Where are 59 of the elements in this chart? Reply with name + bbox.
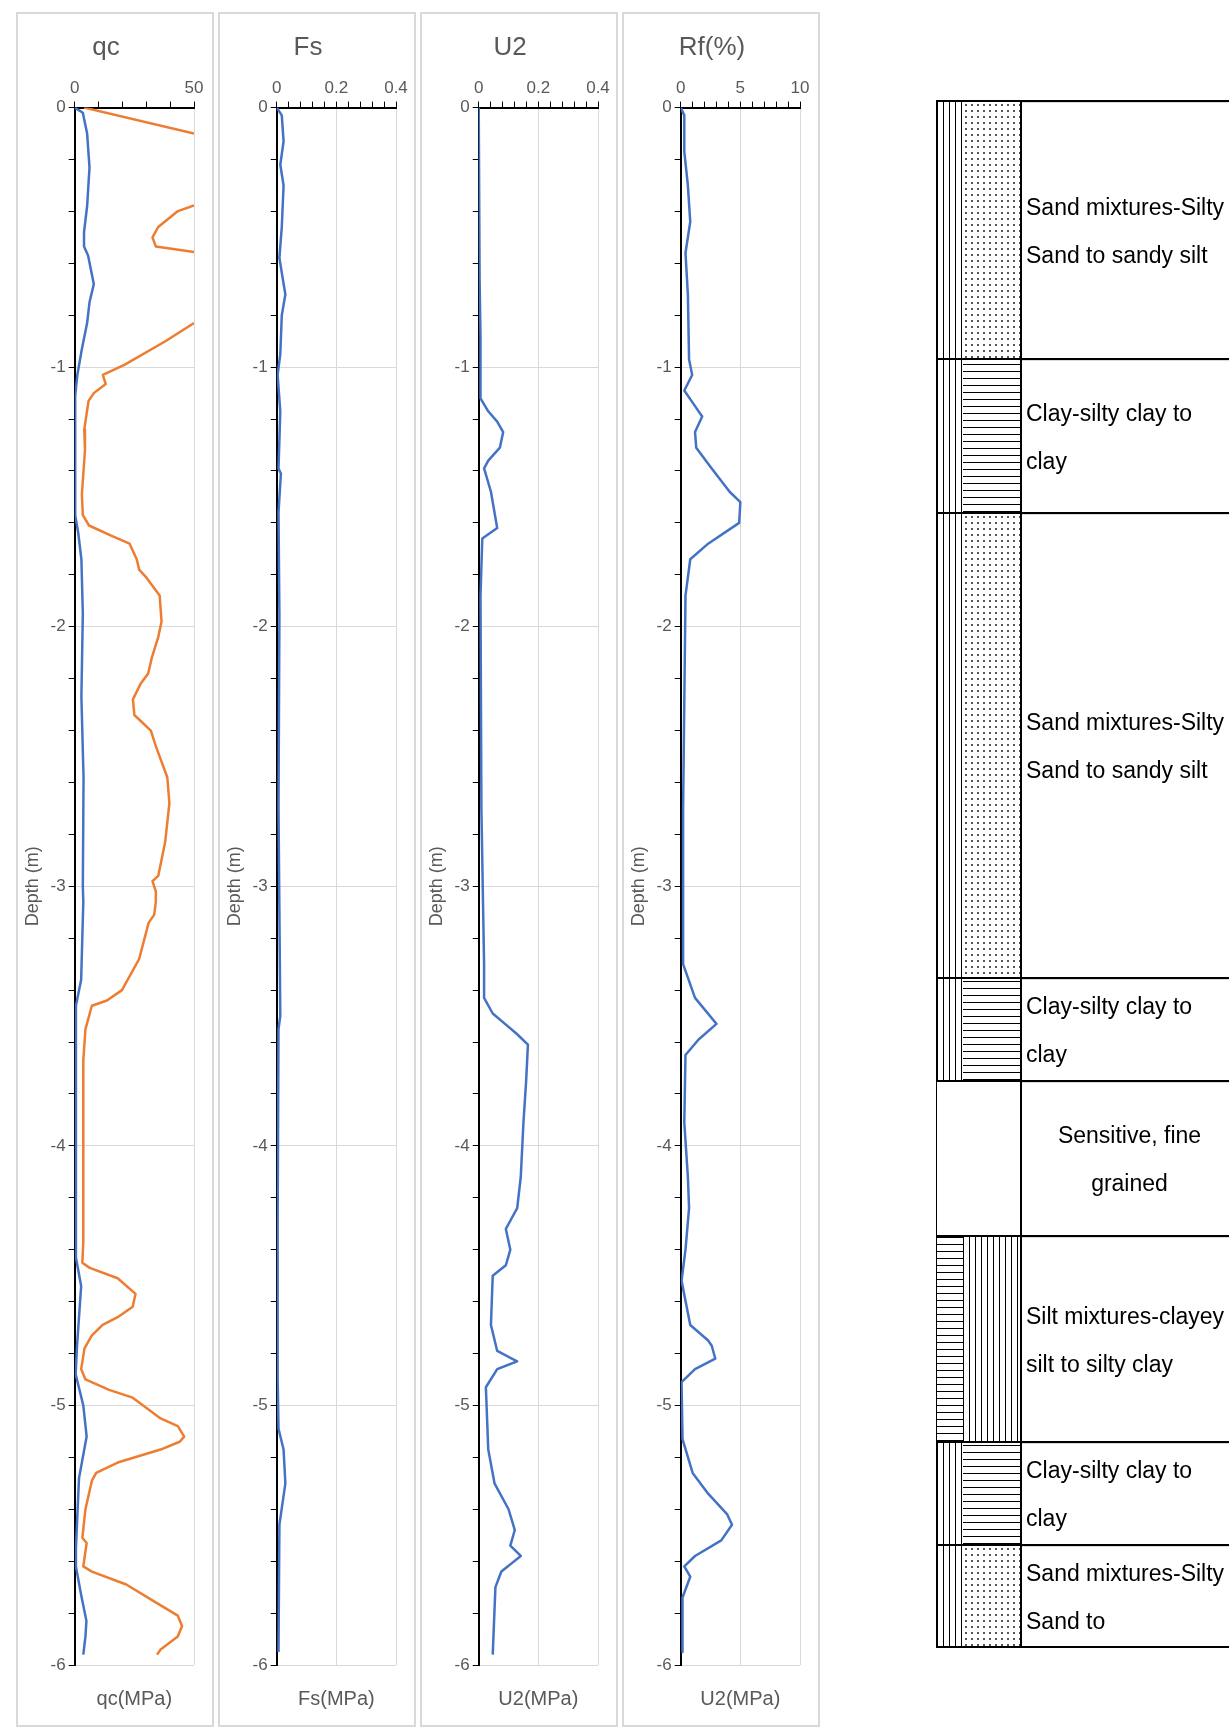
y-tick-label: -4 [656, 1135, 672, 1155]
y-tick-label: -5 [50, 1395, 66, 1415]
chart-title: U2 [493, 30, 527, 61]
x-tick-label: 0.4 [586, 78, 610, 98]
text: Sand mixtures-Silty Sand to [1026, 1558, 1226, 1636]
y-tick-label: -3 [454, 875, 470, 895]
y-tick-label: -2 [252, 616, 268, 636]
chart-title: qc [92, 30, 120, 61]
y-tick-label: -1 [656, 356, 672, 376]
y-axis-title: Depth (m) [223, 846, 244, 927]
y-tick-label: 0 [460, 97, 470, 117]
y-tick-label: -5 [454, 1395, 470, 1415]
y-tick-label: -1 [50, 356, 66, 376]
text: Sand mixtures-Silty Sand to sandy silt [1026, 708, 1226, 785]
y-tick-label: 0 [56, 97, 66, 117]
x-tick-label: 0 [271, 78, 282, 98]
y-tick-label: -6 [50, 1654, 66, 1674]
y-tick-label: 0 [258, 97, 268, 117]
chart-title: Rf(%) [678, 30, 746, 61]
x-tick-label: 5 [735, 78, 746, 98]
y-tick-label: -1 [454, 356, 470, 376]
y-tick-label: 0 [662, 97, 672, 117]
text: Sand mixtures-Silty Sand to sandy silt [1026, 192, 1226, 270]
y-tick-label: -3 [50, 875, 66, 895]
y-axis-title: Depth (m) [21, 846, 42, 927]
y-tick-label: -6 [656, 1654, 672, 1674]
x-tick-label: 50 [184, 78, 204, 98]
chart-title: Fs [293, 30, 323, 61]
x-tick-label: 0 [473, 78, 484, 98]
y-tick-label: -5 [252, 1395, 268, 1415]
y-axis-title: Depth (m) [627, 846, 648, 927]
x-tick-label: 0.2 [526, 78, 551, 98]
y-tick-label: -2 [50, 616, 66, 636]
x-tick-label: 0 [69, 78, 80, 98]
y-tick-label: -3 [252, 875, 268, 895]
y-tick-label: -4 [50, 1135, 66, 1155]
x-axis-title: U2(MPa) [700, 1686, 781, 1709]
y-tick-label: -6 [252, 1654, 268, 1674]
x-tick-label: 0.4 [384, 78, 408, 98]
x-axis-title: Fs(MPa) [298, 1686, 375, 1709]
x-tick-label: 0 [675, 78, 686, 98]
text: Clay-silty clay to clay [1026, 398, 1194, 476]
y-tick-label: -3 [656, 875, 672, 895]
text: Sensitive, fine grained [1056, 1121, 1203, 1198]
text: Silt mixtures-clayey silt to silty clay [1026, 1301, 1226, 1379]
y-tick-label: -6 [454, 1654, 470, 1674]
x-tick-label: 0.2 [324, 78, 349, 98]
y-tick-label: -2 [656, 616, 672, 636]
x-axis-title: qc(MPa) [96, 1686, 173, 1709]
x-tick-label: 10 [790, 78, 810, 98]
text: Clay-silty clay to clay [1026, 1456, 1194, 1533]
y-tick-label: -4 [454, 1135, 470, 1155]
y-tick-label: -1 [252, 356, 268, 376]
y-tick-label: -2 [454, 616, 470, 636]
x-axis-title: U2(MPa) [498, 1686, 579, 1709]
y-tick-label: -4 [252, 1135, 268, 1155]
text: Clay-silty clay to clay [1026, 992, 1194, 1069]
y-tick-label: -5 [656, 1395, 672, 1415]
y-axis-title: Depth (m) [425, 846, 446, 927]
